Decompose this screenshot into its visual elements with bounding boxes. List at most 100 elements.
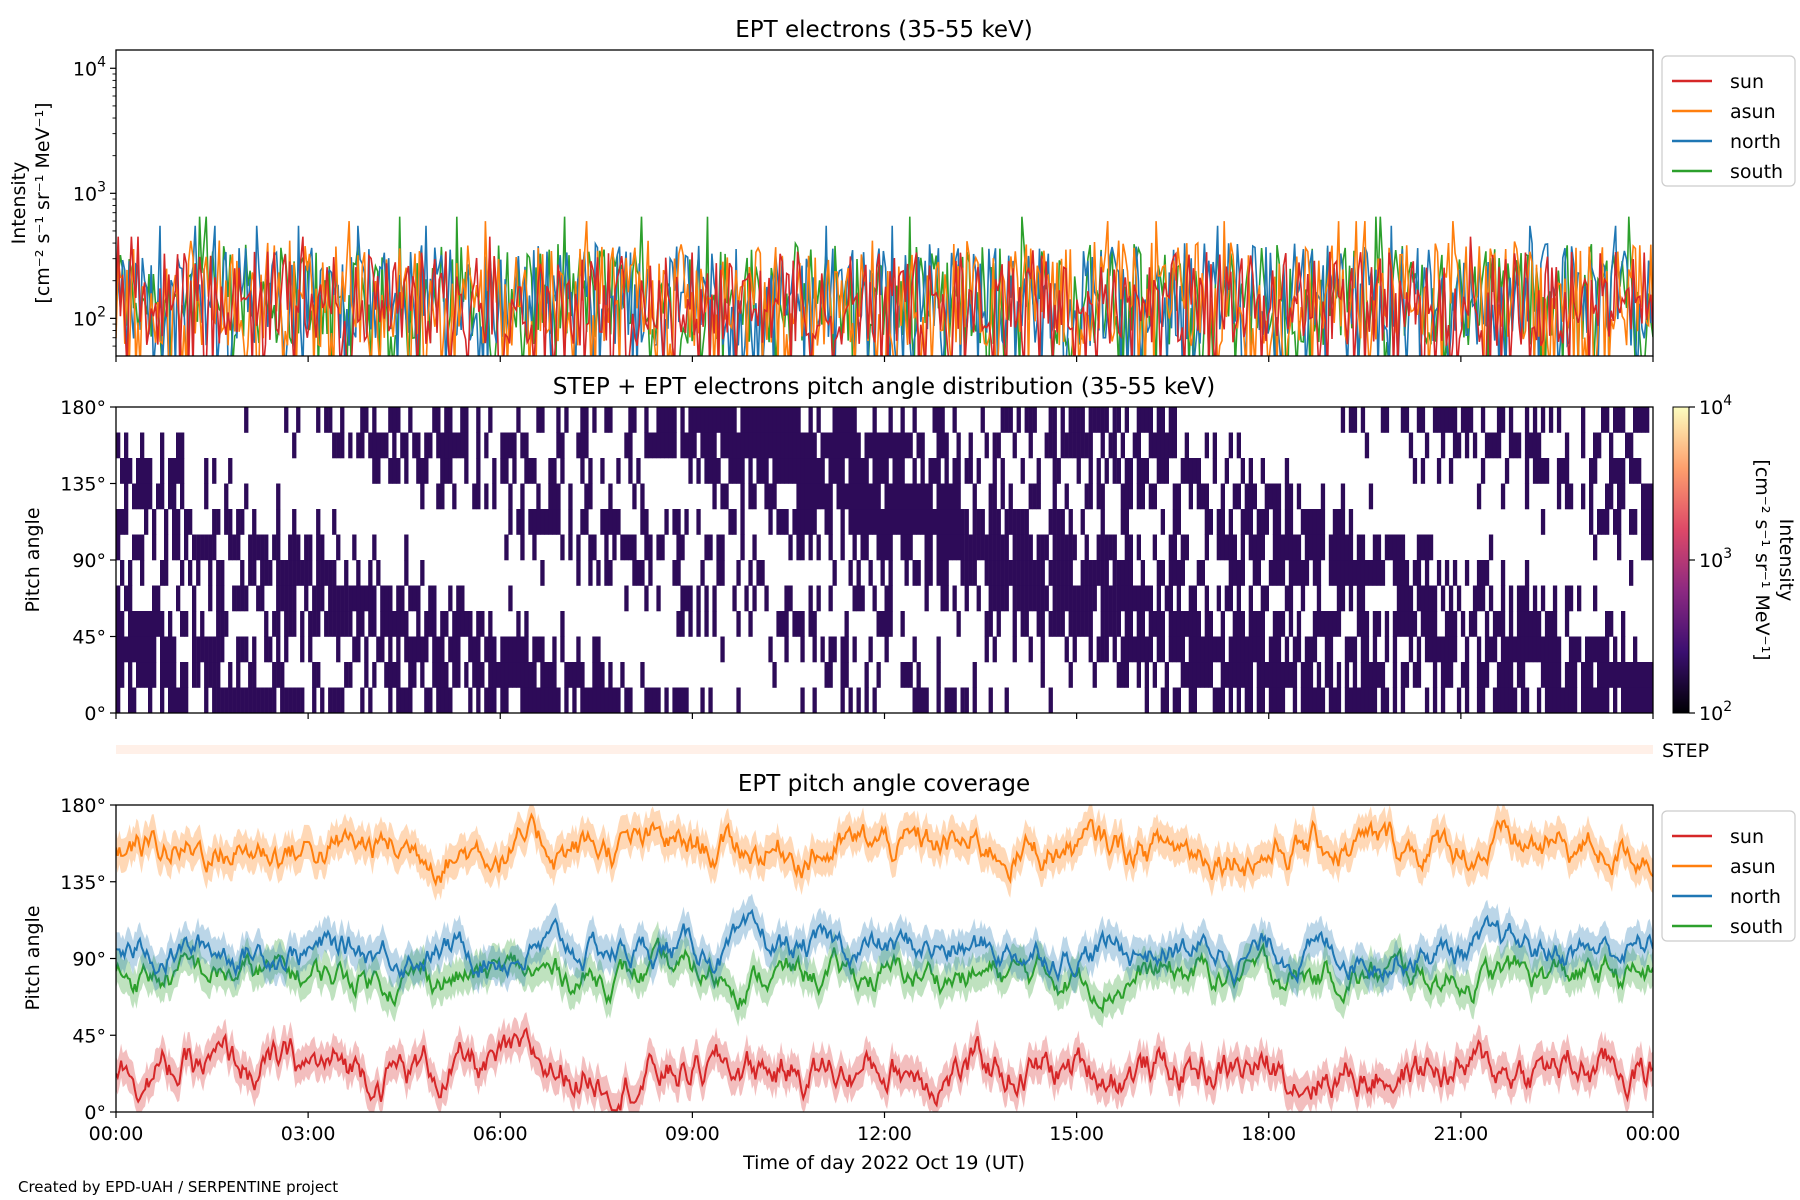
heatmap-cell [880,458,885,484]
heatmap-cell [140,636,145,663]
heatmap-cell [1336,509,1342,535]
y-tick-label: 104 [73,54,106,80]
heatmap-cell [368,687,373,713]
heatmap-cell [1228,432,1233,459]
heatmap-cell [140,458,145,484]
heatmap-cell [832,407,837,433]
heatmap-cell [1436,560,1442,586]
heatmap-cell [288,687,293,713]
heatmap-cell [776,458,781,484]
heatmap-cell [332,560,337,586]
heatmap-cell [600,662,605,688]
pad-panel: STEP + EPT electrons pitch angle distrib… [22,374,1797,725]
heatmap-cell [1192,687,1197,713]
heatmap-cell [1244,509,1249,535]
heatmap-cell [312,687,317,713]
heatmap-cell [156,483,161,510]
heatmap-cell [1332,687,1338,713]
heatmap-cell [1536,687,1542,713]
heatmap-cell [1016,585,1021,612]
heatmap-cell [1516,432,1522,459]
heatmap-cell [1532,432,1538,459]
heatmap-cell [836,407,841,433]
heatmap-cell [936,636,941,663]
heatmap-cell [1328,662,1334,688]
heatmap-cell [388,407,393,433]
heatmap-cell [276,534,281,561]
heatmap-cell [964,509,969,535]
step-strip-panel: STEP [116,740,1709,762]
heatmap-cell [1212,636,1217,663]
heatmap-cell [444,432,449,459]
heatmap-cell [256,534,261,561]
heatmap-cell [212,534,217,561]
heatmap-cell [924,509,929,535]
heatmap-cell [684,509,689,535]
heatmap-cell [856,458,861,484]
heatmap-cell [588,687,593,713]
heatmap-cell [1597,636,1602,663]
heatmap-cell [128,458,133,484]
heatmap-cell [436,687,441,713]
heatmap-cell [1204,611,1209,637]
heatmap-cell [1044,432,1049,459]
heatmap-cell [1412,611,1418,637]
heatmap-cell [1404,662,1410,688]
heatmap-cell [212,636,217,663]
heatmap-cell [412,432,417,459]
heatmap-cell [1372,534,1378,561]
heatmap-cell [728,432,733,459]
heatmap-cell [608,483,613,510]
heatmap-cell [208,636,213,663]
heatmap-cell [1504,687,1510,713]
heatmap-cell [388,611,393,637]
heatmap-cell [444,611,449,637]
heatmap-cell [360,407,365,433]
heatmap-cell [296,534,301,561]
heatmap-cell [208,534,213,561]
heatmap-cell [476,483,481,510]
heatmap-cell [1300,662,1306,688]
heatmap-cell [1160,432,1165,459]
heatmap-cell [1552,611,1558,637]
heatmap-cell [1104,407,1109,433]
heatmap-cell [1456,585,1462,612]
heatmap-cell [1144,407,1149,433]
heatmap-cell [1124,611,1129,637]
heatmap-cell [1625,432,1630,459]
heatmap-cell [820,636,825,663]
heatmap-cell [840,534,845,561]
heatmap-cell [676,509,681,535]
heatmap-cell [328,560,333,586]
heatmap-cell [1124,509,1129,535]
heatmap-cell [1516,636,1522,663]
heatmap-cell [1004,534,1009,561]
heatmap-cell [896,432,901,459]
heatmap-cell [120,636,125,663]
heatmap-cell [752,534,757,561]
heatmap-cell [884,432,889,459]
heatmap-cell [1368,662,1374,688]
heatmap-cell [420,636,425,663]
heatmap-cell [1621,636,1626,663]
heatmap-cell [1204,432,1209,459]
x-axis-label: Time of day 2022 Oct 19 (UT) [742,1152,1025,1174]
heatmap-cell [192,585,197,612]
heatmap-cell [416,636,421,663]
heatmap-cell [1068,585,1073,612]
heatmap-cell [1092,407,1097,433]
heatmap-cell [956,483,961,510]
heatmap-cell [664,407,669,433]
heatmap-cell [1200,636,1205,663]
heatmap-cell [1649,483,1653,510]
heatmap-cell [1136,636,1141,663]
heatmap-cell [952,534,957,561]
heatmap-cell [1496,687,1502,713]
heatmap-cell [1444,560,1450,586]
heatmap-cell [1120,585,1125,612]
heatmap-cell [1112,432,1117,459]
heatmap-cell [1633,509,1638,535]
heatmap-cell [1072,534,1077,561]
heatmap-cell [780,432,785,459]
